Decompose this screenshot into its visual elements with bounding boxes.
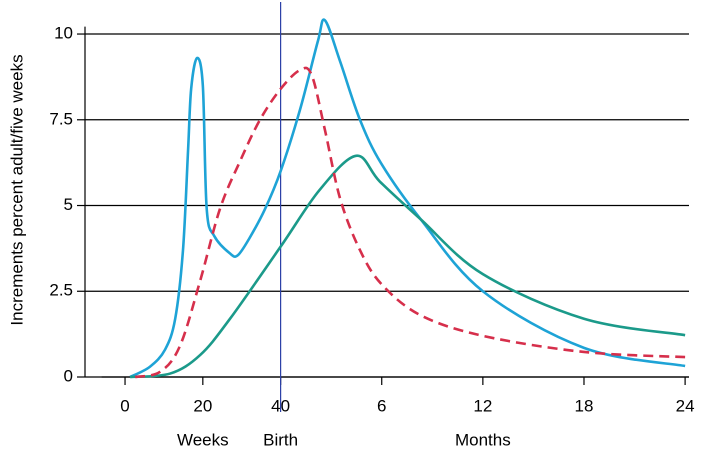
annotation: Months bbox=[455, 430, 511, 449]
annotation: Weeks bbox=[177, 430, 229, 449]
y-tick-label: 10 bbox=[54, 24, 73, 43]
y-tick-label: 5 bbox=[64, 195, 73, 214]
x-tick-label: 24 bbox=[676, 396, 695, 415]
y-tick-label: 2.5 bbox=[49, 281, 73, 300]
y-tick-label: 7.5 bbox=[49, 109, 73, 128]
y-tick-label: 0 bbox=[64, 366, 73, 385]
line-series bbox=[129, 18, 686, 379]
annotation: Birth bbox=[263, 430, 298, 449]
line-series bbox=[129, 154, 686, 379]
x-tick-label: 18 bbox=[575, 396, 594, 415]
x-tick-label: 12 bbox=[473, 396, 492, 415]
x-tick-label: 6 bbox=[377, 396, 386, 415]
x-tick-label: 0 bbox=[120, 396, 129, 415]
x-tick-label: 20 bbox=[193, 396, 212, 415]
line-series bbox=[134, 66, 686, 379]
y-axis-label: Increments percent adult/five weeks bbox=[7, 54, 26, 325]
